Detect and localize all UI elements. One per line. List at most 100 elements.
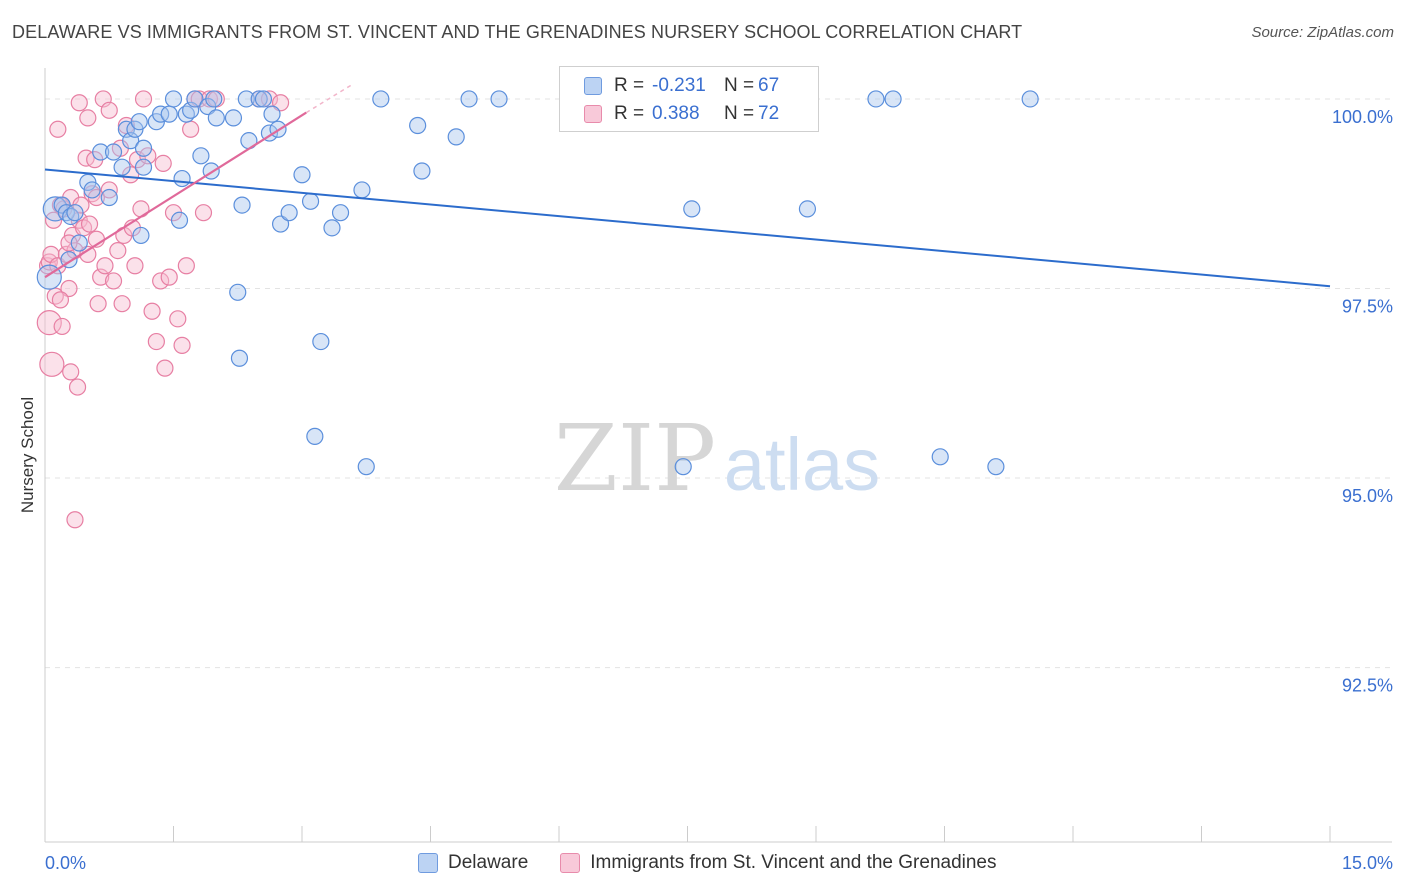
series-legend: Delaware Immigrants from St. Vincent and… (418, 852, 1029, 874)
immigrants-point (39, 351, 65, 377)
trend-lines (44, 83, 1331, 288)
delaware-trend-line (44, 168, 1331, 288)
immigrants-point (182, 120, 200, 138)
x-tick-labels: 0.0% 15.0% (45, 853, 1393, 873)
delaware-point (182, 101, 200, 119)
watermark: ZIP atlas (554, 405, 880, 512)
immigrants-point (194, 204, 213, 222)
delaware-point (113, 158, 131, 176)
x-tick-label-max: 15.0% (1342, 853, 1393, 873)
delaware-point (331, 204, 350, 222)
delaware-point (413, 162, 431, 180)
delaware-point (70, 234, 88, 252)
immigrants-point (126, 257, 144, 275)
immigrants-point (66, 511, 84, 529)
delaware-point (122, 132, 140, 150)
immigrants-point (152, 272, 170, 290)
delaware-point (92, 143, 110, 161)
immigrants-point (36, 310, 62, 336)
immigrants-point (169, 310, 187, 328)
immigrants-point (68, 378, 87, 396)
delaware-point (192, 147, 210, 165)
immigrants-point (79, 109, 97, 127)
y-tick-label: 95.0% (1342, 486, 1393, 506)
series-delaware-points (36, 90, 1039, 476)
delaware-point (1021, 90, 1039, 108)
y-tick-labels: 100.0% 97.5% 95.0% 92.5% (1332, 107, 1393, 696)
legend-item-immigrants[interactable]: Immigrants from St. Vincent and the Gren… (560, 852, 997, 874)
delaware-point (100, 188, 118, 207)
delaware-point (132, 226, 150, 245)
legend-swatch-pink (560, 853, 581, 873)
immigrants-point (77, 149, 95, 167)
immigrants-point (70, 94, 88, 112)
delaware-point (229, 283, 247, 301)
delaware-point (931, 448, 949, 466)
delaware-point (271, 215, 290, 233)
delaware-point (134, 139, 153, 157)
delaware-point (207, 109, 225, 127)
delaware-point (237, 90, 255, 108)
delaware-point (254, 90, 273, 108)
delaware-point (409, 116, 427, 135)
delaware-point (490, 90, 508, 108)
delaware-point (987, 458, 1005, 476)
immigrants-point (271, 94, 290, 112)
delaware-point (170, 211, 189, 229)
legend-r-label: R = (614, 75, 645, 96)
source-label: Source: ZipAtlas.com (1251, 24, 1394, 41)
immigrants-point (89, 295, 107, 313)
immigrants-trend-extension (305, 83, 354, 114)
delaware-point (884, 90, 902, 108)
immigrants-point (92, 268, 110, 286)
delaware-point (301, 192, 320, 210)
immigrants-point (160, 268, 178, 286)
delaware-point (205, 90, 223, 108)
delaware-point (447, 128, 465, 146)
watermark-zip: ZIP (554, 405, 716, 512)
immigrants-point (177, 257, 195, 275)
y-tick-label: 100.0% (1332, 107, 1393, 127)
immigrants-point (109, 241, 127, 260)
immigrants-point (132, 200, 150, 218)
delaware-point (263, 105, 281, 123)
delaware-point (230, 349, 249, 367)
legend-n-label: N = (724, 103, 755, 124)
legend-swatch-blue (418, 853, 438, 873)
legend-row-delaware: R = -0.231 N = 67 (584, 73, 779, 99)
delaware-point (104, 143, 123, 161)
delaware-point (674, 458, 692, 476)
immigrants-point (113, 295, 131, 313)
immigrants-point (62, 363, 80, 381)
legend-n-value: 72 (758, 103, 780, 124)
immigrants-point (53, 317, 71, 336)
delaware-point (460, 90, 478, 108)
legend-label-immigrants: Immigrants from St. Vincent and the Gren… (590, 852, 997, 873)
immigrants-point (143, 302, 161, 320)
legend-n-label: N = (724, 75, 755, 96)
immigrants-point (173, 336, 191, 354)
immigrants-point (80, 215, 99, 233)
delaware-point (224, 109, 243, 127)
delaware-point (233, 196, 251, 214)
legend-r-value: -0.231 (652, 75, 706, 96)
delaware-point (312, 332, 330, 351)
delaware-point (83, 181, 101, 199)
immigrants-point (156, 359, 174, 377)
delaware-point (280, 204, 298, 222)
series-immigrants-points (36, 90, 290, 529)
immigrants-point (51, 291, 70, 309)
legend-item-delaware[interactable]: Delaware (418, 852, 528, 874)
delaware-point (323, 219, 341, 237)
legend-n-value: 67 (758, 75, 780, 96)
delaware-point (683, 200, 701, 218)
legend-swatch-blue (584, 77, 602, 95)
watermark-atlas: atlas (724, 423, 880, 506)
legend-swatch-pink (584, 105, 602, 123)
immigrants-point (104, 272, 123, 290)
immigrants-point (60, 279, 78, 298)
correlation-legend: R = -0.231 N = 67 R = 0.388 N = 72 (559, 66, 819, 132)
delaware-point (357, 458, 375, 476)
delaware-point (164, 90, 183, 108)
